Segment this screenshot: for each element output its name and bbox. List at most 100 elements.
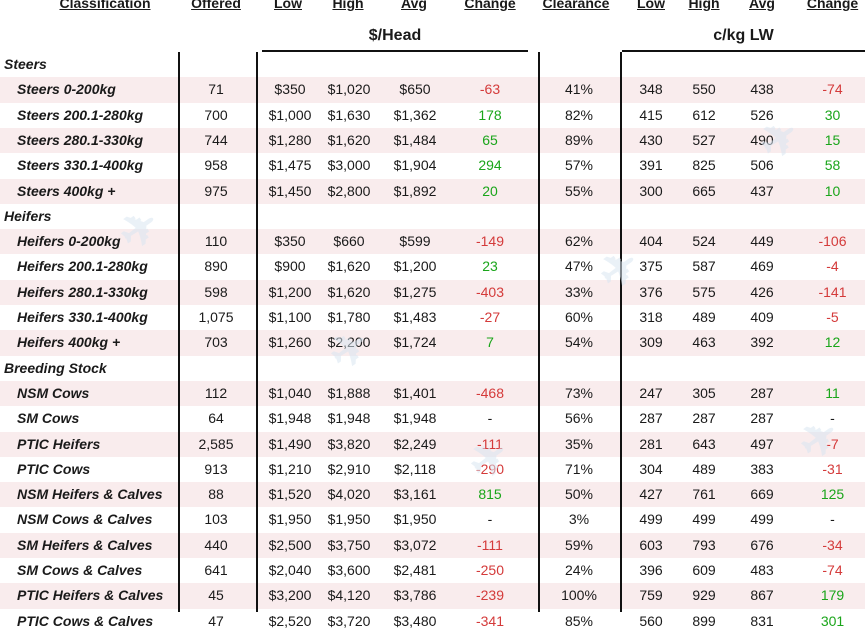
cell-clearance: 55% [564,182,594,199]
cell-avg2: 490 [750,131,774,148]
table-row: PTIC Cows 913 $1,210 $2,910 $2,118 -290 71% 304… [0,457,865,482]
cell-offered: 71 [208,81,224,98]
cell-low2: 376 [639,283,663,300]
cell-avg: $1,362 [393,106,437,123]
cell-offered: 958 [204,157,228,174]
cell-high2: 489 [692,309,716,325]
header-clearance: Clearance [542,0,610,11]
classification-label: Heifers 280.1-330kg [17,283,148,300]
cell-low2: 499 [639,511,663,528]
header-avg-lw: Avg [749,0,775,11]
section-label: Breeding Stock [4,359,107,376]
cell-change2: 58 [824,157,841,174]
cell-high2: 550 [692,81,716,98]
cell-avg2: 449 [750,233,774,250]
header-change-lw: Change [806,0,859,11]
cell-low: $1,000 [268,106,312,123]
table-row: Steers 330.1-400kg 958 $1,475 $3,000 $1,904 2… [0,153,865,178]
header-low: Low [274,0,302,11]
cell-change: 294 [478,157,502,174]
cell-change2: -106 [818,233,847,250]
cell-high: $1,950 [327,511,371,528]
cell-change2: 10 [824,182,841,199]
cell-avg2: 483 [750,562,774,578]
cell-high: $1,888 [327,384,371,401]
cell-low: $1,490 [268,435,312,452]
cell-avg: $1,892 [393,182,437,199]
cell-offered: 890 [204,258,228,275]
section-header-row: Steers [0,52,865,77]
cell-offered: 703 [204,334,228,351]
section-header-row: Heifers [0,204,865,229]
classification-label: NSM Cows & Calves [17,511,153,528]
cell-low: $1,040 [268,384,312,401]
cell-high: $4,020 [327,486,371,503]
table-row: Steers 0-200kg 71 $350 $1,020 $650 -63 41% 348 5… [0,77,865,103]
table-row: PTIC Cows & Calves 47 $2,520 $3,720 $3,480 -3… [0,609,865,634]
cell-offered: 1,075 [198,309,234,325]
group-head-underline [262,50,528,52]
cell-avg2: 867 [750,587,774,604]
cell-high2: 305 [692,384,716,401]
cell-change2: -5 [826,309,839,325]
cell-low: $2,040 [268,562,312,578]
classification-label: Steers 0-200kg [17,81,116,98]
cell-clearance: 54% [564,334,594,351]
cell-high2: 761 [692,486,716,503]
table-row: Steers 400kg + 975 $1,450 $2,800 $1,892 20 55%… [0,178,865,204]
cell-change2: -4 [826,258,839,275]
cell-clearance: 56% [564,410,594,427]
cell-change: -403 [475,283,505,300]
table-row: Heifers 400kg + 703 $1,260 $2,200 $1,724 7 54%… [0,330,865,356]
table-row: NSM Cows 112 $1,040 $1,888 $1,401 -468 73% 247 3… [0,380,865,407]
cell-change: -250 [475,562,505,578]
column-divider [620,52,622,612]
table-row: NSM Cows & Calves 103 $1,950 $1,950 $1,950 - 3… [0,507,865,532]
cell-low2: 309 [639,334,663,351]
cell-offered: 700 [204,106,228,123]
cell-high2: 929 [692,587,716,604]
cell-high: $1,620 [327,131,371,148]
cell-low: $350 [274,81,306,98]
cell-low2: 287 [639,410,663,427]
classification-label: SM Cows [17,410,80,427]
cell-avg: $3,072 [393,536,437,553]
cell-change2: - [830,410,835,427]
cell-low2: 300 [639,182,663,199]
cell-avg2: 499 [750,511,774,528]
cell-low2: 375 [639,258,663,275]
cell-high2: 643 [692,435,716,452]
header-classification: Classification [59,0,151,11]
cell-change2: -31 [822,460,843,477]
cell-low2: 560 [639,612,663,629]
cell-offered: 112 [204,384,228,401]
header-high-lw: High [688,0,720,11]
classification-label: Steers 280.1-330kg [17,131,144,148]
cell-change2: - [830,511,835,528]
classification-label: SM Cows & Calves [17,562,143,578]
cell-clearance: 3% [568,511,590,528]
cell-avg: $1,275 [393,283,437,300]
cell-low2: 759 [639,587,663,604]
cell-change: -290 [475,460,505,477]
cell-clearance: 33% [564,283,594,300]
cell-avg: $2,249 [393,435,437,452]
cell-high: $3,000 [327,157,371,174]
cell-change2: -34 [822,536,843,553]
cell-low: $1,210 [268,460,312,477]
cell-low: $2,520 [268,612,312,629]
cell-high: $1,780 [327,309,371,325]
cell-low: $1,280 [268,131,312,148]
cell-change: 20 [482,182,498,199]
cell-avg: $1,904 [393,157,437,174]
cell-clearance: 71% [564,460,594,477]
header-offered: Offered [191,0,241,11]
cell-avg: $1,401 [393,384,437,401]
cell-high2: 527 [692,131,716,148]
header-high: High [332,0,364,11]
cell-high: $2,200 [327,334,371,351]
cell-low2: 281 [639,435,663,452]
cell-low2: 348 [639,81,663,98]
cell-offered: 88 [208,486,224,503]
cell-avg2: 506 [750,157,774,174]
